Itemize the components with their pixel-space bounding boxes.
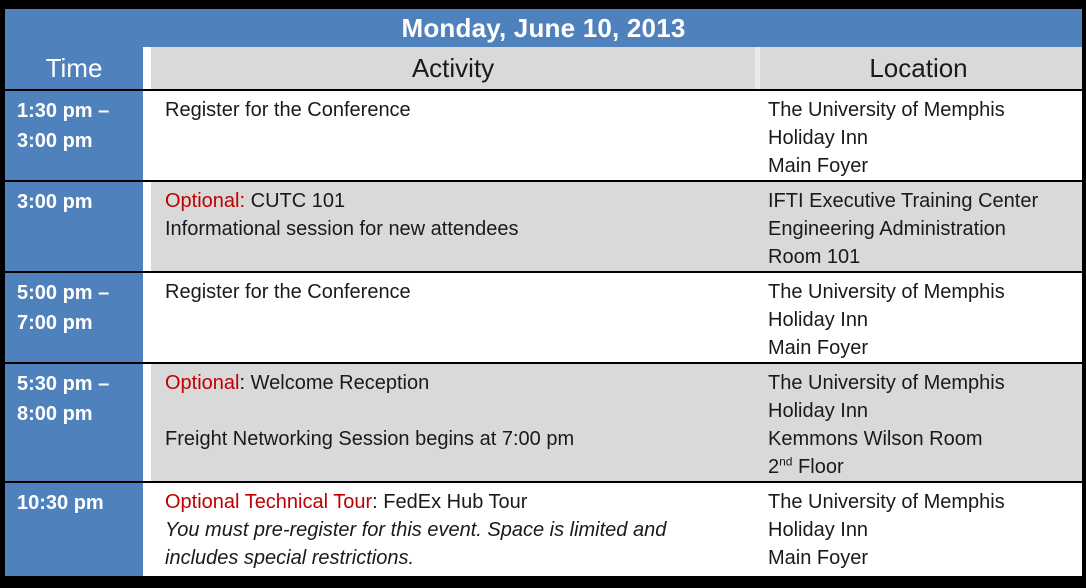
activity-line: Optional: Welcome Reception bbox=[165, 369, 745, 397]
location-line: Main Foyer bbox=[768, 544, 1076, 572]
column-header-row: Time Activity Location bbox=[5, 47, 1082, 91]
optional-label: Optional Technical Tour bbox=[165, 491, 373, 513]
text-segment: Kemmons Wilson Room bbox=[768, 428, 983, 450]
activity-line: Register for the Conference bbox=[165, 278, 745, 306]
schedule-row: 10:30 pm Optional Technical Tour: FedEx H… bbox=[5, 483, 1082, 576]
time-text: 5:30 pm – bbox=[17, 373, 110, 395]
location-line: Main Foyer bbox=[768, 152, 1076, 180]
text-segment: Holiday Inn bbox=[768, 127, 869, 149]
column-gutter bbox=[143, 483, 151, 576]
location-line: Holiday Inn bbox=[768, 124, 1076, 152]
column-gutter bbox=[143, 273, 151, 362]
schedule-row: 5:00 pm – 7:00 pm Register for the Confere… bbox=[5, 273, 1082, 364]
text-segment: Floor bbox=[792, 456, 844, 478]
text-segment: You must pre-register for this event. Sp… bbox=[165, 519, 667, 541]
schedule-rows: 1:30 pm – 3:00 pm Register for the Confere… bbox=[5, 91, 1082, 576]
location-cell: IFTI Executive Training Center Engineerin… bbox=[755, 182, 1082, 271]
activity-line: Register for the Conference bbox=[165, 96, 745, 124]
location-cell: The University of Memphis Holiday Inn Main… bbox=[755, 273, 1082, 362]
location-line: Holiday Inn bbox=[768, 306, 1076, 334]
column-gutter bbox=[143, 47, 151, 89]
activity-line: includes special restrictions. bbox=[165, 544, 745, 572]
text-segment: nd bbox=[779, 454, 793, 469]
location-line: The University of Memphis bbox=[768, 96, 1076, 124]
time-cell: 1:30 pm – 3:00 pm bbox=[5, 91, 143, 180]
location-cell: The University of Memphis Holiday Inn Main… bbox=[755, 483, 1082, 576]
time-text: 8:00 pm bbox=[17, 403, 93, 425]
text-segment: Register for the Conference bbox=[165, 99, 411, 121]
column-gutter bbox=[143, 182, 151, 271]
location-line: Holiday Inn bbox=[768, 397, 1076, 425]
activity-line bbox=[165, 397, 745, 425]
text-segment: The University of Memphis bbox=[768, 99, 1005, 121]
text-segment: : FedEx Hub Tour bbox=[372, 491, 528, 513]
time-text: 5:00 pm – bbox=[17, 282, 110, 304]
text-segment: Room 101 bbox=[768, 246, 861, 268]
schedule-row: 3:00 pm Optional: CUTC 101 Informational s… bbox=[5, 182, 1082, 273]
time-cell: 5:30 pm – 8:00 pm bbox=[5, 364, 143, 481]
text-segment: includes special restrictions. bbox=[165, 547, 414, 569]
location-line: Room 101 bbox=[768, 243, 1076, 271]
text-segment: : Welcome Reception bbox=[239, 372, 430, 394]
text-segment: Main Foyer bbox=[768, 155, 869, 177]
time-text: 3:00 pm bbox=[17, 191, 93, 213]
location-line: Kemmons Wilson Room bbox=[768, 425, 1076, 453]
activity-line: Informational session for new attendees bbox=[165, 215, 745, 243]
text-segment: Main Foyer bbox=[768, 547, 869, 569]
activity-cell: Optional: Welcome Reception Freight Netwo… bbox=[151, 364, 755, 481]
activity-line: You must pre-register for this event. Sp… bbox=[165, 516, 745, 544]
text-segment: Holiday Inn bbox=[768, 519, 869, 541]
schedule-row: 5:30 pm – 8:00 pm Optional: Welcome Recept… bbox=[5, 364, 1082, 483]
location-line: The University of Memphis bbox=[768, 488, 1076, 516]
text-segment: Holiday Inn bbox=[768, 309, 869, 331]
text-segment: 2 bbox=[768, 456, 780, 478]
location-line: The University of Memphis bbox=[768, 369, 1076, 397]
activity-cell: Register for the Conference bbox=[151, 91, 755, 180]
location-line: Engineering Administration bbox=[768, 215, 1076, 243]
time-text: 10:30 pm bbox=[17, 492, 104, 514]
column-gutter bbox=[143, 91, 151, 180]
text-segment: Freight Networking Session begins at 7:0… bbox=[165, 428, 575, 450]
activity-cell: Register for the Conference bbox=[151, 273, 755, 362]
text-segment: The University of Memphis bbox=[768, 372, 1005, 394]
text-segment: The University of Memphis bbox=[768, 491, 1005, 513]
location-line: IFTI Executive Training Center bbox=[768, 187, 1076, 215]
location-line: Holiday Inn bbox=[768, 516, 1076, 544]
location-line: 2nd Floor bbox=[768, 453, 1076, 481]
text-segment: Main Foyer bbox=[768, 337, 869, 359]
location-cell: The University of Memphis Holiday Inn Main… bbox=[755, 91, 1082, 180]
text-segment: Register for the Conference bbox=[165, 281, 411, 303]
text-segment: CUTC 101 bbox=[245, 190, 346, 212]
activity-line: Optional Technical Tour: FedEx Hub Tour bbox=[165, 488, 745, 516]
optional-label: Optional bbox=[165, 372, 240, 394]
activity-cell: Optional Technical Tour: FedEx Hub Tour Y… bbox=[151, 483, 755, 576]
location-line: Main Foyer bbox=[768, 334, 1076, 362]
activity-line: Optional: CUTC 101 bbox=[165, 187, 745, 215]
optional-label: Optional: bbox=[165, 190, 246, 212]
table-title: Monday, June 10, 2013 bbox=[5, 9, 1082, 47]
table-inner: Monday, June 10, 2013 Time Activity Loca… bbox=[5, 9, 1082, 576]
column-header-activity: Activity bbox=[151, 47, 755, 89]
activity-line: Freight Networking Session begins at 7:0… bbox=[165, 425, 745, 453]
location-line: The University of Memphis bbox=[768, 278, 1076, 306]
text-segment: IFTI Executive Training Center bbox=[768, 190, 1039, 212]
text-segment: Holiday Inn bbox=[768, 400, 869, 422]
column-gutter bbox=[143, 364, 151, 481]
text-segment: The University of Memphis bbox=[768, 281, 1005, 303]
activity-cell: Optional: CUTC 101 Informational session … bbox=[151, 182, 755, 271]
column-header-time: Time bbox=[5, 47, 143, 89]
location-cell: The University of Memphis Holiday Inn Kemm… bbox=[755, 364, 1082, 481]
time-cell: 3:00 pm bbox=[5, 182, 143, 271]
column-header-location: Location bbox=[755, 47, 1082, 89]
time-text: 7:00 pm bbox=[17, 312, 93, 334]
schedule-row: 1:30 pm – 3:00 pm Register for the Confere… bbox=[5, 91, 1082, 182]
text-segment: Engineering Administration bbox=[768, 218, 1006, 240]
time-text: 1:30 pm – bbox=[17, 100, 110, 122]
time-text: 3:00 pm bbox=[17, 130, 93, 152]
time-cell: 10:30 pm bbox=[5, 483, 143, 576]
time-cell: 5:00 pm – 7:00 pm bbox=[5, 273, 143, 362]
text-segment: Informational session for new attendees bbox=[165, 218, 519, 240]
